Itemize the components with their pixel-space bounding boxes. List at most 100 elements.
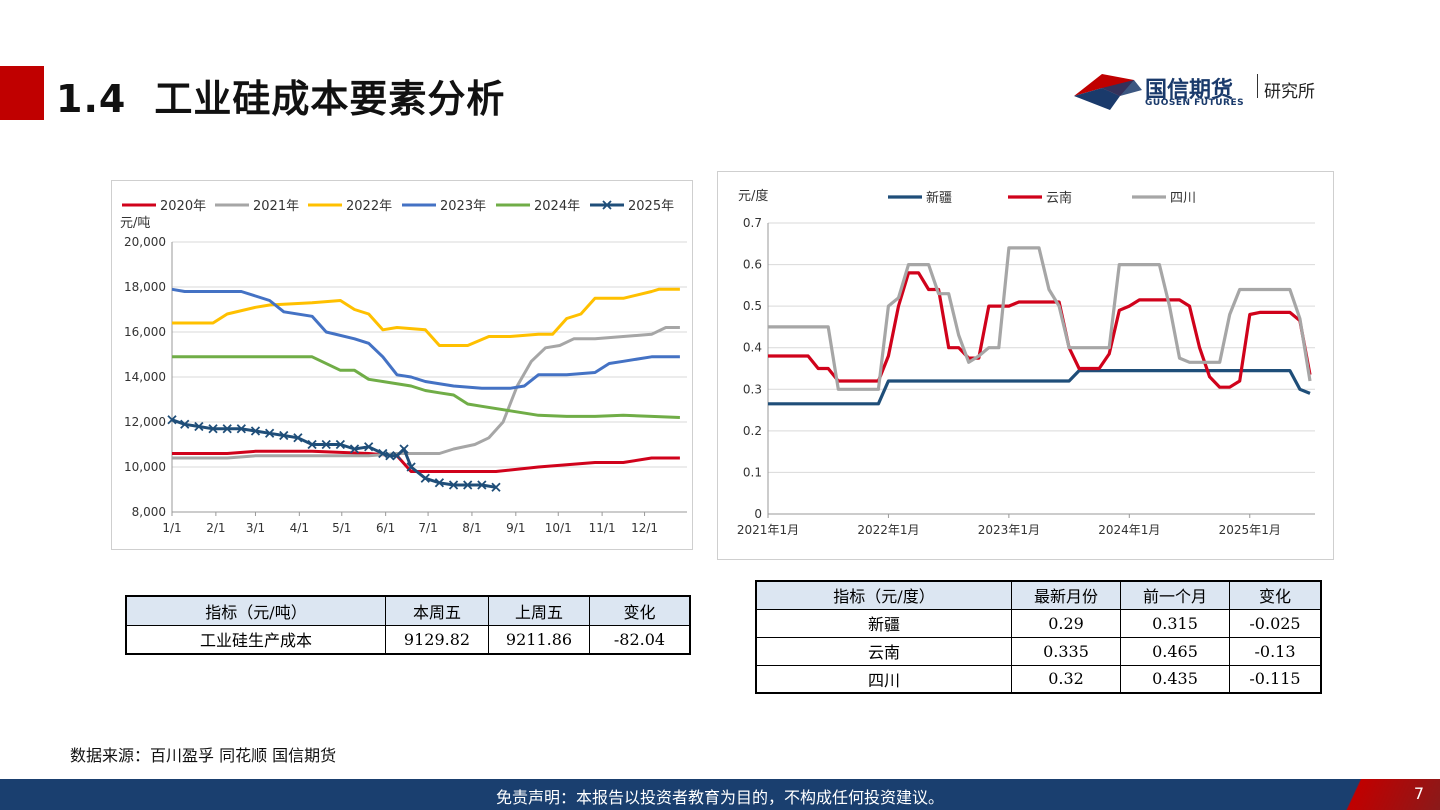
power-cell-change: -0.13 [1229, 636, 1322, 666]
cost-header-this-week: 本周五 [385, 595, 489, 626]
power-cell-change: -0.025 [1229, 608, 1322, 638]
x-tick-label: 2021年1月 [737, 523, 799, 537]
power-header-change: 变化 [1229, 580, 1322, 610]
data-point [180, 419, 190, 429]
data-point [378, 448, 388, 459]
x-tick-label: 5/1 [332, 521, 351, 535]
cost-header-last-week: 上周五 [488, 595, 590, 626]
electricity-price-chart-svg: 0 0.1 0.2 0.3 0.4 0.5 0.6 0.7 2021年1月 2022年1月 2023… [737, 188, 1315, 537]
y-tick-label: 14,000 [124, 370, 166, 384]
cost-header-metric: 指标（元/吨） [125, 595, 386, 626]
x-tick-label: 2023年1月 [978, 523, 1040, 537]
table-row: 云南 0.335 0.465 -0.13 [755, 636, 1322, 666]
data-point [250, 426, 261, 436]
guosen-logo-icon [1074, 74, 1142, 110]
x-tick-label: 10/1 [545, 521, 572, 535]
x-tick-label: 11/1 [589, 521, 616, 535]
power-cell-previous: 0.315 [1120, 608, 1230, 638]
series-line [768, 369, 1311, 406]
legend-marker [602, 200, 612, 210]
logo-name-en: GUOSEN FUTURES [1145, 98, 1245, 108]
power-cell-region: 四川 [755, 664, 1012, 694]
cost-table: 指标（元/吨） 本周五 上周五 变化 工业硅生产成本 9129.82 9211.… [125, 595, 691, 655]
data-point [264, 428, 275, 438]
y-tick-label: 0.3 [743, 382, 762, 396]
y-tick-label: 10,000 [124, 460, 166, 474]
section-number: 1.4 [56, 77, 127, 121]
x-tick-label: 2024年1月 [1098, 523, 1160, 537]
legend-label: 2024年 [534, 199, 580, 214]
legend-label: 2023年 [440, 199, 486, 214]
data-point [236, 424, 246, 434]
y-tick-label: 0.2 [743, 424, 762, 438]
series-line [172, 449, 680, 473]
x-tick-label: 12/1 [631, 521, 658, 535]
y-tick-label: 0.6 [743, 258, 762, 272]
cost-cell-metric: 工业硅生产成本 [125, 624, 386, 655]
series-line [172, 287, 680, 347]
y-tick-label: 0 [754, 507, 762, 521]
x-tick-label: 2/1 [206, 521, 225, 535]
power-header-previous: 前一个月 [1120, 580, 1230, 610]
cost-header-change: 变化 [589, 595, 691, 626]
series-line [172, 326, 680, 460]
data-point [385, 451, 395, 461]
data-point [279, 430, 289, 441]
x-tick-label: 2022年1月 [857, 523, 919, 537]
logo-name-cn: 国信期货 [1145, 78, 1234, 103]
data-point [420, 473, 430, 483]
legend-label: 2021年 [253, 199, 299, 214]
data-point [349, 444, 360, 454]
title-accent-bar [0, 66, 44, 120]
series-line [171, 418, 497, 489]
data-point [392, 451, 402, 461]
y-tick-label: 0.5 [743, 299, 762, 313]
x-tick-label: 6/1 [376, 521, 395, 535]
y-tick-label: 0.4 [743, 341, 762, 355]
footer-bar [0, 779, 1440, 810]
data-point [194, 421, 204, 432]
page-title: 1.4 工业硅成本要素分析 [56, 68, 505, 123]
legend-label: 2022年 [346, 199, 392, 214]
data-point [406, 462, 416, 472]
data-point [307, 439, 317, 450]
data-point [364, 442, 374, 452]
data-point [399, 444, 409, 454]
footer-accent [1320, 779, 1440, 810]
cost-cell-this-week: 9129.82 [385, 624, 489, 655]
table-row: 新疆 0.29 0.315 -0.025 [755, 608, 1322, 638]
x-tick-label: 9/1 [506, 521, 525, 535]
y-tick-label: 8,000 [132, 505, 166, 519]
power-cell-region: 云南 [755, 636, 1012, 666]
cost-cell-last-week: 9211.86 [488, 624, 590, 655]
power-header-metric: 指标（元/度） [755, 580, 1012, 610]
table-row: 工业硅生产成本 9129.82 9211.86 -82.04 [125, 624, 691, 655]
power-header-latest: 最新月份 [1011, 580, 1121, 610]
x-tick-label: 7/1 [418, 521, 437, 535]
data-point [321, 439, 331, 450]
power-cell-latest: 0.32 [1011, 664, 1121, 694]
table-row: 四川 0.32 0.435 -0.115 [755, 664, 1322, 694]
section-title: 工业硅成本要素分析 [154, 77, 506, 121]
legend-label: 新疆 [926, 190, 952, 206]
power-table: 指标（元/度） 最新月份 前一个月 变化 新疆 0.29 0.315 -0.02… [755, 580, 1322, 694]
legend-label: 2025年 [628, 199, 674, 214]
data-point [167, 415, 177, 425]
data-point [491, 482, 501, 492]
y-tick-label: 12,000 [124, 415, 166, 429]
cost-cell-change: -82.04 [589, 624, 691, 655]
power-cell-latest: 0.29 [1011, 608, 1121, 638]
logo-department: 研究所 [1264, 82, 1315, 102]
x-tick-label: 2025年1月 [1219, 523, 1281, 537]
power-cell-change: -0.115 [1229, 664, 1322, 694]
legend-label: 2020年 [160, 199, 206, 214]
power-table-header: 指标（元/度） 最新月份 前一个月 变化 [755, 580, 1322, 610]
y-axis-label: 元/度 [738, 188, 768, 204]
data-source-note: 数据来源：百川盈孚 同花顺 国信期货 [70, 746, 337, 765]
data-point [448, 480, 459, 490]
power-cell-latest: 0.335 [1011, 636, 1121, 666]
x-tick-label: 1/1 [162, 521, 181, 535]
electricity-price-chart: 0 0.1 0.2 0.3 0.4 0.5 0.6 0.7 2021年1月 2022年1月 2023… [717, 171, 1334, 560]
x-tick-label: 8/1 [462, 521, 481, 535]
data-point [222, 424, 232, 434]
